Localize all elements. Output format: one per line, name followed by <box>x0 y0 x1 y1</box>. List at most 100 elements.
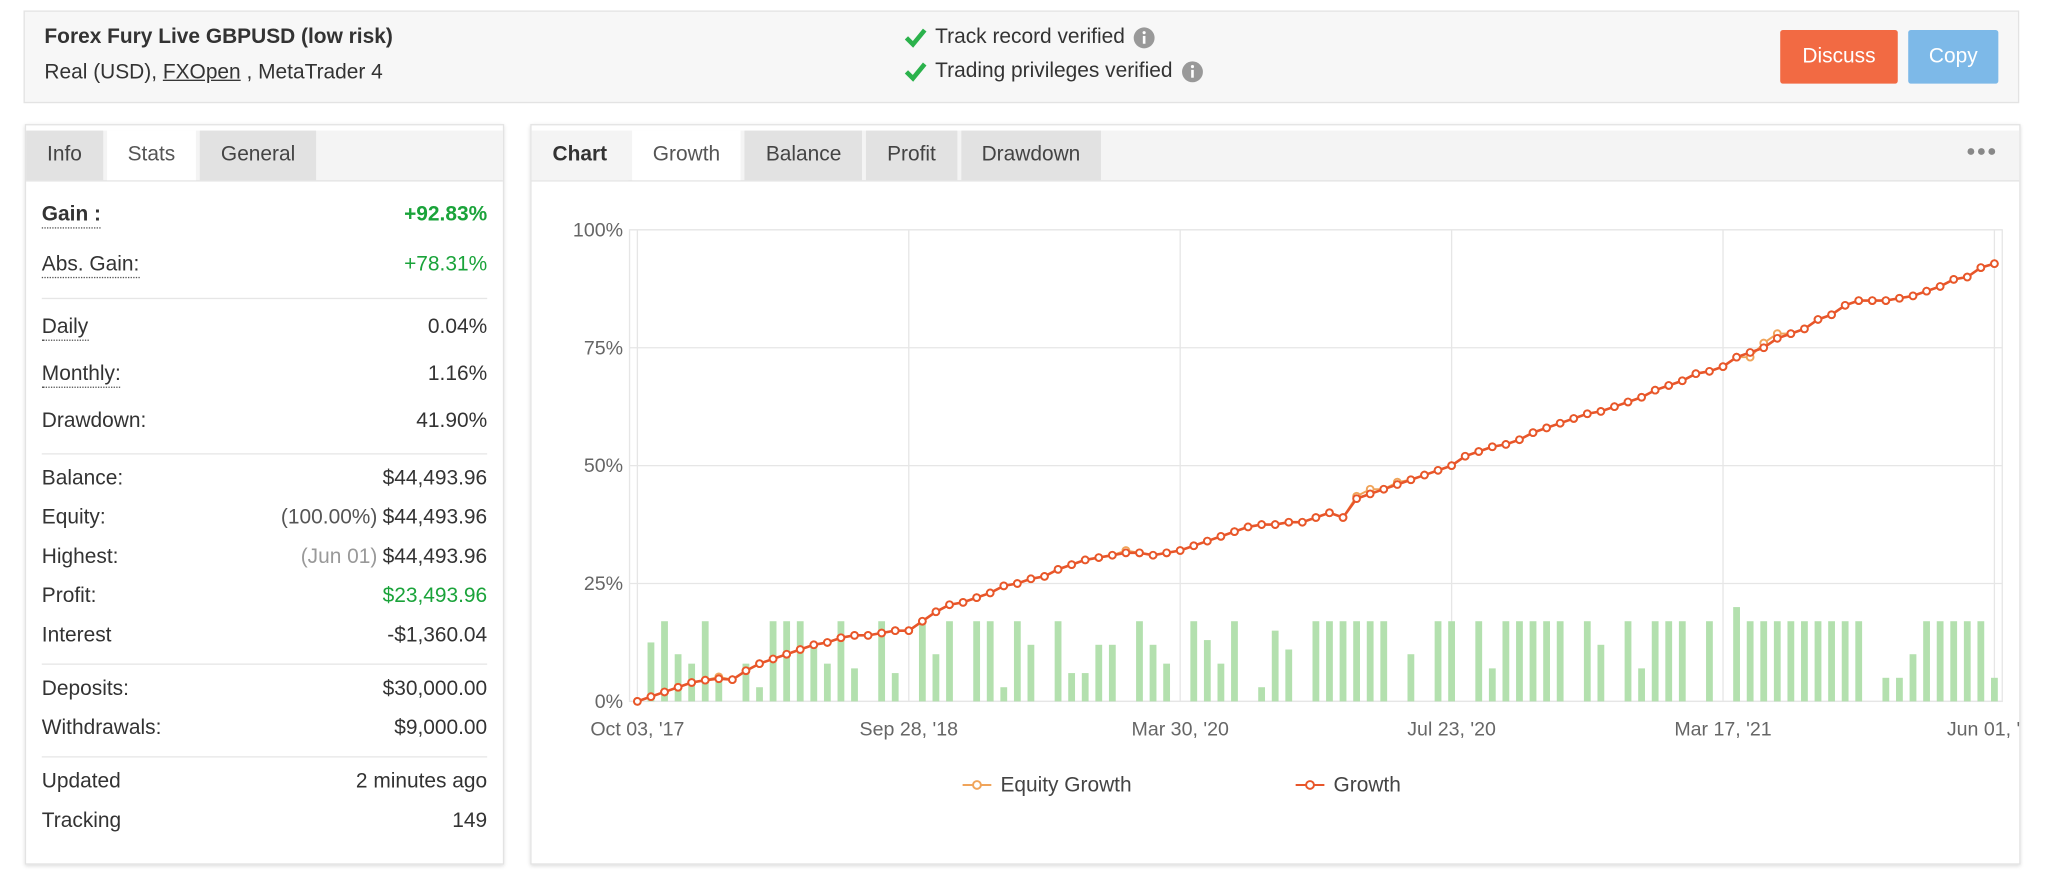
bar <box>1000 687 1008 702</box>
point <box>1080 555 1090 565</box>
bar <box>1013 621 1021 702</box>
stats-row: Updated 2 minutes ago <box>42 763 487 802</box>
bar <box>1149 644 1157 702</box>
stat-label: Highest: <box>41 545 119 569</box>
point <box>1908 291 1918 301</box>
point <box>727 675 737 685</box>
bar <box>878 621 886 702</box>
stat-value: $44,493.96 <box>382 545 488 569</box>
bar <box>715 677 723 702</box>
stats-row: Tracking 149 <box>42 802 487 841</box>
stat-value: $9,000.00 <box>394 717 488 740</box>
stat-note: (100.00%) <box>280 506 378 529</box>
discuss-button[interactable]: Discuss <box>1780 30 1898 84</box>
point <box>1515 435 1524 445</box>
bar <box>1068 673 1076 702</box>
bar <box>1909 654 1917 702</box>
bar <box>1936 621 1944 702</box>
stat-value: +78.31% <box>404 253 488 276</box>
stats-row: Equity: (100.00%) $44,493.96 <box>42 499 487 538</box>
point <box>673 682 683 692</box>
point <box>1745 348 1755 357</box>
bar <box>1448 621 1455 702</box>
tab[interactable]: Growth <box>631 130 742 181</box>
y-tick-label: 25% <box>584 573 623 595</box>
point <box>1338 513 1348 522</box>
point <box>1243 522 1253 532</box>
stats-row: Drawdown: 41.90% <box>42 398 487 445</box>
bar <box>891 673 899 702</box>
point <box>1637 392 1646 402</box>
info-icon[interactable] <box>1180 60 1204 84</box>
chart-panel: Chart Growth Balance Profit Drawdown 0% 25% 50… <box>530 124 2021 865</box>
point <box>1555 418 1565 428</box>
stat-label: Withdrawals: <box>41 717 162 740</box>
stat-label: Deposits: <box>41 677 129 701</box>
point <box>1148 550 1158 560</box>
point <box>1420 470 1429 480</box>
info-icon[interactable] <box>1133 26 1157 50</box>
point <box>1623 397 1633 407</box>
stat-label: Tracking <box>41 809 122 832</box>
stat-value-group: +78.31% <box>404 253 487 277</box>
x-tick-label: Jun 01, '22 <box>1947 718 2019 740</box>
point <box>1759 343 1769 353</box>
point <box>1365 489 1375 499</box>
broker-link[interactable]: FXOpen <box>162 61 241 84</box>
stats-row: Interest -$1,360.04 <box>42 616 487 655</box>
stat-value-group: $9,000.00 <box>394 717 487 741</box>
point <box>1990 259 1999 269</box>
bar <box>1882 677 1890 702</box>
point <box>1297 517 1307 527</box>
bar <box>851 668 858 702</box>
bar <box>742 663 750 702</box>
chart: 0% 25% 50% 75% 100% Oct 03, '17 Sep 28, '18 Mar… <box>573 219 2019 796</box>
bar <box>1638 668 1645 702</box>
tab[interactable]: Profit <box>866 130 957 181</box>
tab[interactable]: Balance <box>744 130 863 181</box>
bar <box>661 621 668 702</box>
point <box>700 675 710 685</box>
bar <box>1258 687 1266 702</box>
bar <box>1855 621 1863 702</box>
point <box>1012 579 1022 588</box>
point <box>1311 513 1321 522</box>
stat-value: 1.16% <box>427 363 488 386</box>
y-tick-label: 50% <box>584 455 623 477</box>
tab[interactable]: General <box>200 130 317 181</box>
more-menu[interactable] <box>1966 146 1997 156</box>
point <box>660 687 669 697</box>
bar <box>1366 621 1374 702</box>
bar <box>1706 621 1713 702</box>
tab[interactable]: Stats <box>106 130 197 181</box>
stat-value-group: $44,493.96 <box>383 468 488 492</box>
point <box>714 674 724 684</box>
point <box>782 649 792 659</box>
tab-bar: Info Stats General <box>26 130 503 182</box>
bar <box>647 642 655 702</box>
bar <box>1678 621 1686 702</box>
point <box>1867 296 1877 305</box>
stats-row: Highest: (Jun 01) $44,493.96 <box>42 538 487 577</box>
bar <box>1896 677 1903 702</box>
copy-button[interactable]: Copy <box>1908 30 1999 84</box>
point <box>1352 494 1361 504</box>
stat-value: $30,000.00 <box>382 677 488 701</box>
bar <box>1597 644 1605 702</box>
tab[interactable]: Drawdown <box>960 130 1102 181</box>
point <box>904 626 914 636</box>
bar <box>1801 621 1808 702</box>
legend-label[interactable]: Growth <box>1334 773 1401 796</box>
point <box>1026 574 1036 584</box>
point <box>1175 546 1185 555</box>
stats-group: Gain : +92.83% Abs. Gain: +78.31% <box>41 185 488 300</box>
stat-label: Drawdown: <box>41 410 147 433</box>
legend-label[interactable]: Equity Growth <box>1000 773 1131 796</box>
point <box>1270 520 1280 529</box>
bar <box>1312 621 1320 702</box>
bar <box>810 644 818 702</box>
tab[interactable]: Info <box>26 130 103 181</box>
bar <box>674 654 682 702</box>
point <box>850 630 859 640</box>
stat-value: 2 minutes ago <box>355 770 488 793</box>
